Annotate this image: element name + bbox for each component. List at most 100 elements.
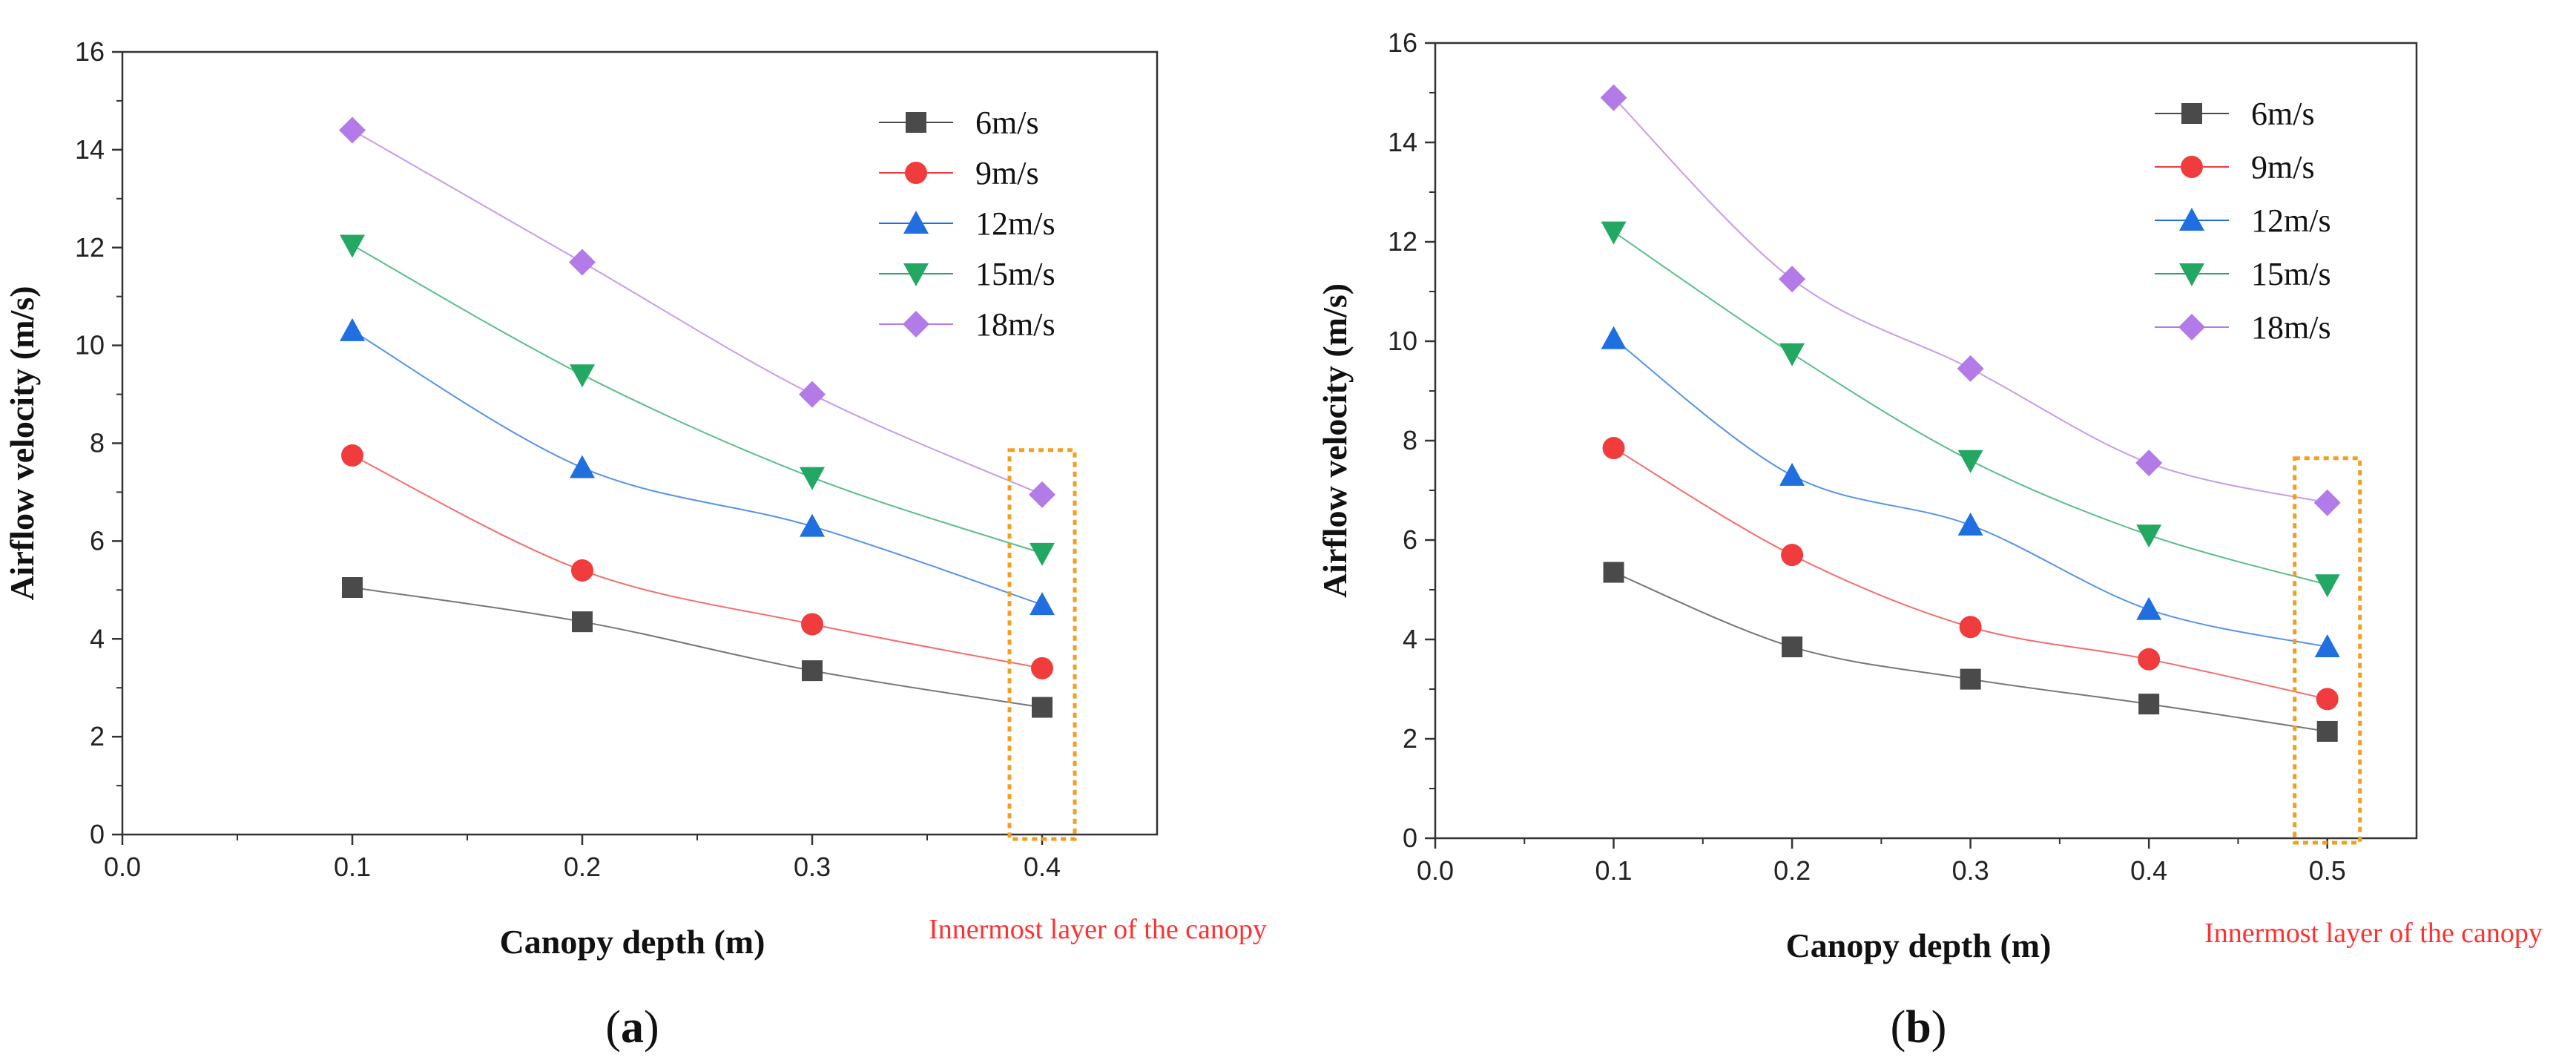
data-point-4-3 [2135, 450, 2163, 477]
x-axis-title: Canopy depth (m) [1786, 927, 2052, 964]
legend-marker [2178, 314, 2205, 340]
y-tick-label: 2 [1403, 723, 1417, 754]
legend-label: 9m/s [2251, 149, 2315, 185]
legend-marker [903, 263, 929, 286]
legend-marker [2179, 208, 2204, 231]
legend-marker [905, 162, 927, 184]
data-point-3-1 [570, 364, 595, 388]
legend-label: 6m/s [975, 105, 1039, 141]
series-line-1 [352, 455, 1043, 669]
y-tick-label: 12 [75, 232, 105, 263]
data-point-0-0 [1603, 562, 1624, 583]
data-point-4-1 [569, 249, 596, 276]
y-tick-label: 14 [1388, 127, 1417, 157]
data-point-4-2 [799, 381, 826, 408]
data-point-0-1 [572, 611, 593, 633]
data-point-4-2 [1957, 355, 1984, 382]
legend-label: 12m/s [975, 205, 1055, 242]
legend: 6m/s 9m/s 12m/s 15m/s 18m/s [879, 105, 1055, 343]
legend-label: 18m/s [975, 306, 1055, 343]
x-tick-label: 0.0 [1417, 855, 1454, 886]
legend-marker [2181, 156, 2203, 178]
annotation-text: Innermost layer of the canopy [929, 914, 1267, 945]
data-point-1-3 [1031, 656, 1053, 679]
data-point-2-0 [340, 317, 365, 341]
y-tick-label: 10 [1388, 326, 1417, 356]
y-tick-label: 0 [90, 819, 105, 849]
data-point-1-2 [801, 613, 823, 636]
data-point-4-1 [1779, 266, 1806, 293]
data-point-4-0 [339, 116, 366, 144]
data-point-1-1 [571, 559, 593, 582]
data-point-3-0 [340, 234, 365, 258]
data-point-4-0 [1600, 84, 1627, 111]
data-point-3-2 [800, 467, 825, 490]
data-point-0-2 [802, 660, 823, 682]
data-point-1-0 [1602, 437, 1625, 460]
panel-label-letter: b [1905, 1002, 1931, 1053]
data-point-2-4 [2314, 634, 2340, 658]
series-line-0 [352, 587, 1043, 708]
data-point-1-3 [2138, 648, 2161, 671]
data-point-2-3 [1030, 592, 1055, 616]
legend-label: 6m/s [2251, 96, 2315, 132]
legend-label: 12m/s [2251, 203, 2331, 239]
legend-label: 18m/s [2251, 309, 2331, 346]
legend-marker [2179, 263, 2204, 286]
data-point-0-1 [1782, 636, 1803, 658]
series-line-1 [1613, 447, 2328, 700]
x-tick-label: 0.4 [1024, 852, 1061, 882]
y-tick-label: 12 [1388, 226, 1417, 257]
highlight-box [1007, 448, 1077, 841]
data-point-4-4 [2313, 489, 2341, 516]
y-tick-label: 8 [90, 428, 105, 458]
data-point-2-2 [800, 513, 825, 537]
y-tick-label: 16 [1388, 27, 1417, 58]
series-line-3 [352, 244, 1043, 554]
y-axis-title: Airflow velocity (m/s) [3, 286, 41, 600]
x-axis-title: Canopy depth (m) [500, 923, 765, 961]
data-point-2-0 [1601, 326, 1627, 349]
data-point-3-1 [1779, 343, 1805, 366]
chart-panel-a: 0 2 4 6 8 10 12 14 16 0.0 0.1 0.2 0.3 0.4 Canopy depth… [3, 36, 1267, 1053]
data-point-1-4 [2316, 688, 2339, 711]
legend: 6m/s 9m/s 12m/s 15m/s 18m/s [2155, 96, 2331, 346]
x-tick-label: 0.5 [2309, 855, 2346, 886]
panel-label: (a) [605, 1002, 659, 1053]
legend-label: 9m/s [975, 155, 1039, 191]
data-point-0-3 [2138, 694, 2160, 715]
series-line-2 [352, 329, 1043, 606]
panel-label-letter: a [621, 1002, 644, 1053]
data-point-3-2 [1957, 450, 1983, 473]
x-tick-label: 0.3 [794, 852, 831, 882]
x-tick-label: 0.1 [334, 852, 371, 882]
series-line-0 [1613, 571, 2328, 732]
data-point-0-4 [2316, 720, 2338, 742]
legend-marker [906, 112, 926, 133]
data-point-1-0 [341, 444, 363, 467]
data-point-0-3 [1032, 697, 1053, 718]
y-tick-label: 4 [90, 623, 105, 654]
data-point-2-3 [2136, 596, 2162, 620]
y-tick-label: 6 [1403, 524, 1417, 555]
x-tick-label: 0.4 [2130, 855, 2167, 886]
series-line-4 [1613, 96, 2328, 504]
data-point-2-1 [1779, 462, 1805, 486]
panel-label: (b) [1891, 1002, 1947, 1053]
data-point-2-2 [1957, 512, 1983, 536]
highlight-box [2293, 456, 2362, 845]
legend-marker [2181, 103, 2202, 124]
y-tick-label: 4 [1403, 624, 1417, 654]
data-point-0-2 [1960, 668, 1981, 690]
legend-marker [903, 311, 929, 338]
y-axis-title: Airflow velocity (m/s) [1316, 283, 1354, 598]
y-tick-label: 16 [75, 36, 105, 67]
y-tick-label: 10 [75, 330, 105, 361]
data-point-3-3 [2136, 524, 2162, 548]
legend-label: 15m/s [2251, 256, 2331, 292]
data-point-3-4 [2314, 574, 2340, 598]
series-line-4 [352, 129, 1043, 496]
y-tick-label: 0 [1403, 823, 1417, 853]
annotation-text: Innermost layer of the canopy [2204, 918, 2543, 949]
